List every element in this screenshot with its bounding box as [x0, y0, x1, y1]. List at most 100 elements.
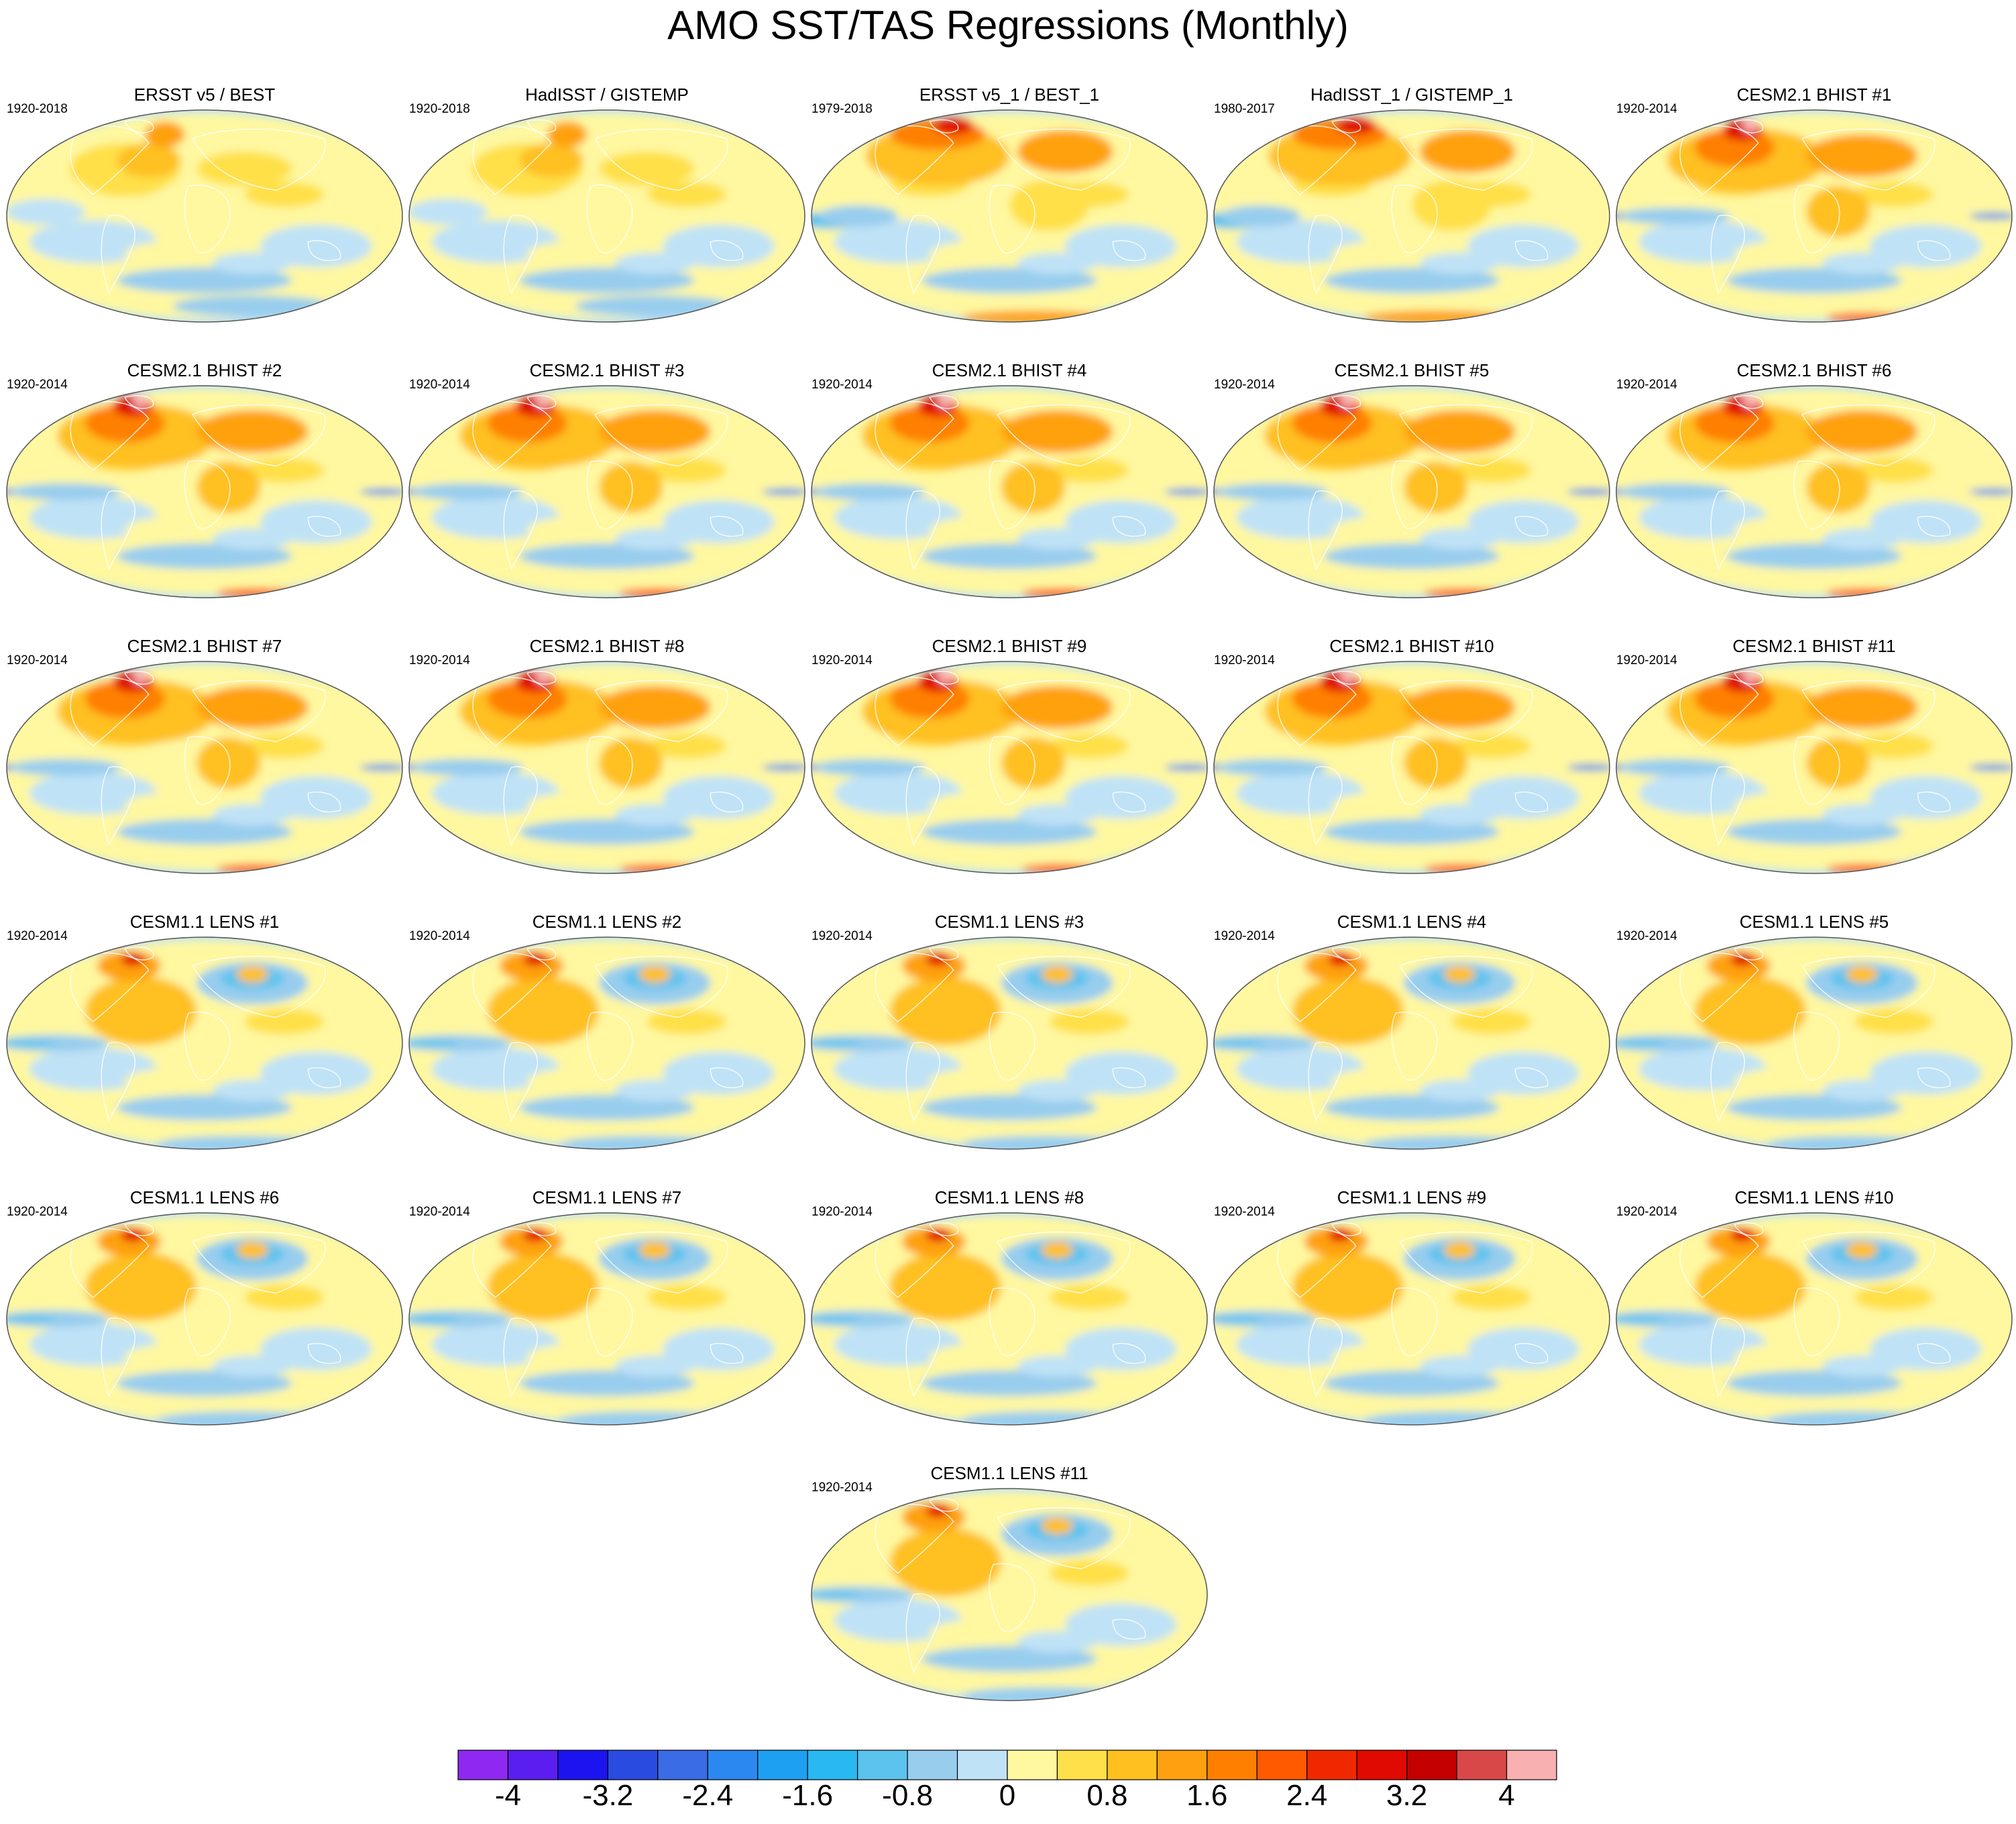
regression-field-patch: [97, 951, 161, 981]
coastline: [503, 490, 538, 571]
coastline: [1679, 676, 1759, 747]
regression-field-patch: [409, 1316, 460, 1322]
regression-field-patch: [1164, 488, 1207, 495]
coastline: [1331, 947, 1361, 961]
regression-field-patch: [197, 410, 309, 453]
regression-field-patch: [260, 224, 372, 268]
coastline: [184, 184, 231, 254]
coastline: [526, 395, 557, 409]
regression-field-patch: [1017, 804, 1097, 826]
coastline: [929, 947, 959, 961]
map-panel: CESM1.1 LENS #4 1920-2014: [1213, 912, 1611, 1180]
panel-period: 1920-2014: [409, 1205, 470, 1219]
map-panel: CESM2.1 BHIST #3 1920-2014: [408, 360, 806, 629]
regression-field-patch: [9, 759, 121, 776]
regression-field-patch: [519, 267, 695, 294]
colorbar-tick-label: -1.6: [782, 1779, 834, 1812]
regression-field-patch: [1340, 671, 1356, 684]
regression-field-patch: [1236, 1323, 1364, 1366]
coastline: [710, 1067, 744, 1088]
panel-period: 1979-2018: [811, 102, 873, 116]
map-border: [408, 385, 805, 598]
global-map: [408, 109, 805, 323]
regression-field-patch: [811, 1591, 862, 1598]
regression-field-patch: [1870, 1327, 1982, 1371]
global-map: [1213, 936, 1610, 1150]
regression-field-patch: [1017, 1631, 1097, 1653]
panel-period: 1920-2014: [811, 1481, 873, 1495]
regression-field-patch: [117, 1094, 292, 1121]
colorbar-tick-label: -0.8: [882, 1779, 933, 1812]
panel-title: CESM1.1 LENS #3: [934, 912, 1084, 932]
panel-period: 1920-2014: [409, 378, 470, 392]
global-map: [408, 936, 805, 1150]
regression-field-patch: [663, 224, 775, 268]
coastline: [1277, 125, 1357, 195]
regression-field-patch: [1870, 500, 1982, 543]
coastline: [503, 766, 538, 847]
map-border: [1213, 1212, 1610, 1426]
coastline: [1734, 671, 1764, 685]
panel-period: 1920-2014: [811, 378, 873, 392]
coastline: [1308, 766, 1343, 847]
regression-field-patch: [1638, 220, 1767, 264]
regression-field-patch: [1404, 737, 1468, 789]
map-panel: CESM2.1 BHIST #7 1920-2014: [5, 636, 404, 904]
panel-title: CESM1.1 LENS #9: [1337, 1187, 1487, 1208]
coastline: [875, 1228, 954, 1298]
coastline: [307, 792, 341, 812]
regression-field-patch: [934, 117, 974, 135]
regression-field-patch: [1009, 179, 1089, 231]
regression-field-patch: [535, 671, 551, 684]
global-map: [408, 385, 805, 598]
regression-field-patch: [1451, 1008, 1532, 1035]
regression-field-patch: [197, 462, 261, 513]
coastline: [1679, 400, 1759, 471]
regression-field-patch: [1726, 818, 1902, 845]
coastline: [192, 128, 326, 191]
regression-field-patch: [519, 143, 583, 178]
regression-field-patch: [117, 543, 292, 570]
coastline: [1399, 1231, 1533, 1294]
coastline: [124, 119, 154, 133]
colorbar-swatch: [1406, 1750, 1457, 1780]
regression-field-patch: [618, 588, 699, 597]
regression-field-patch: [1041, 965, 1074, 983]
regression-field-patch: [1419, 528, 1500, 550]
regression-field-patch: [1324, 543, 1500, 570]
coastline: [929, 395, 959, 409]
coastline: [1801, 1231, 1936, 1294]
regression-field-patch: [1706, 951, 1771, 981]
colorbar-swatch: [457, 1750, 509, 1780]
coastline: [1917, 516, 1951, 537]
coastline: [1710, 1318, 1745, 1398]
regression-field-patch: [1017, 1079, 1097, 1102]
coastline: [1793, 1287, 1840, 1356]
regression-field-patch: [1001, 737, 1066, 789]
panel-period: 1920-2014: [1214, 1205, 1275, 1219]
regression-field-patch: [212, 1079, 292, 1102]
map-border: [1213, 385, 1610, 598]
regression-field-patch: [834, 771, 962, 815]
regression-field-patch: [930, 1069, 1009, 1095]
coastline: [1514, 1343, 1549, 1364]
regression-field-patch: [133, 671, 149, 684]
coastline: [101, 766, 135, 847]
regression-field-patch: [1324, 818, 1500, 845]
coastline: [710, 240, 744, 261]
colorbar-tick-label: -2.4: [682, 1779, 734, 1812]
regression-field-patch: [547, 121, 587, 148]
regression-field-patch: [125, 793, 205, 819]
regression-field-patch: [618, 864, 699, 873]
coastline: [594, 1231, 728, 1294]
regression-field-patch: [889, 1527, 1002, 1597]
coastline: [997, 1507, 1131, 1570]
regression-field-patch: [663, 500, 775, 543]
coastline: [997, 955, 1131, 1018]
regression-field-patch: [85, 1252, 197, 1322]
regression-field-patch: [1304, 951, 1368, 981]
regression-field-patch: [236, 1241, 269, 1259]
coastline: [1331, 671, 1361, 685]
coastline: [307, 240, 341, 261]
coastline: [124, 671, 154, 685]
